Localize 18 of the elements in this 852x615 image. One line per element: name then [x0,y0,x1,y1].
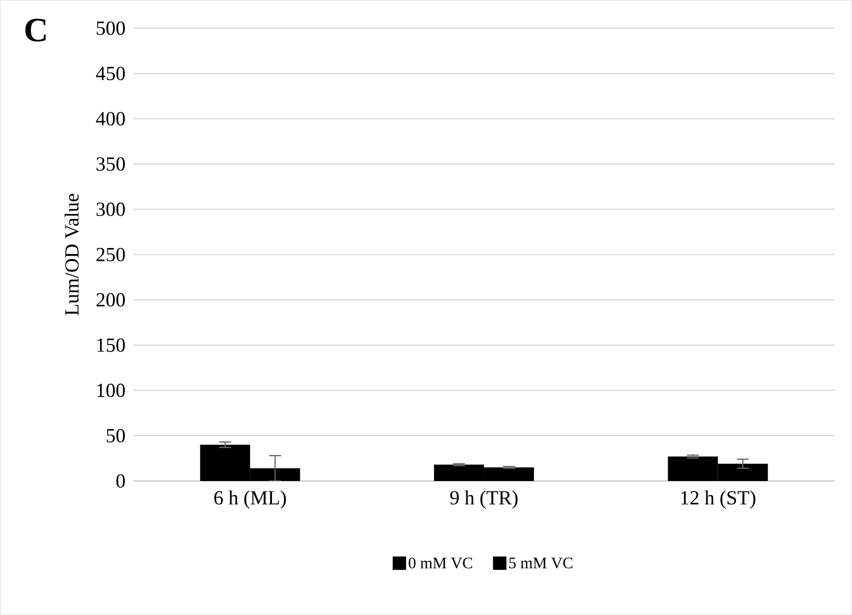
y-tick-label: 150 [97,338,125,352]
y-tick-label: 200 [96,293,125,307]
y-tick-label: 500 [96,21,125,35]
y-tick-label: 100 [97,384,125,398]
y-tick-label: 0 [116,474,125,488]
legend-label: 5 mM VC [509,558,572,568]
y-tick-label: 450 [96,66,125,80]
y-tick-label: 300 [96,202,125,216]
y-tick-label: 400 [96,112,125,126]
y-tick-label: 350 [96,157,125,171]
text: C [25,18,46,42]
x-tick-label: 6 h (ML) [214,490,286,509]
x-tick-label: 12 h (ST) [681,490,756,509]
x-tick-label: 9 h (TR) [450,490,518,509]
y-tick-label: 250 [96,248,125,262]
y-tick-label: 50 [106,428,125,442]
legend-label: 0 mM VC [408,558,472,568]
y-axis-title: Lum/OD Value [64,194,79,316]
